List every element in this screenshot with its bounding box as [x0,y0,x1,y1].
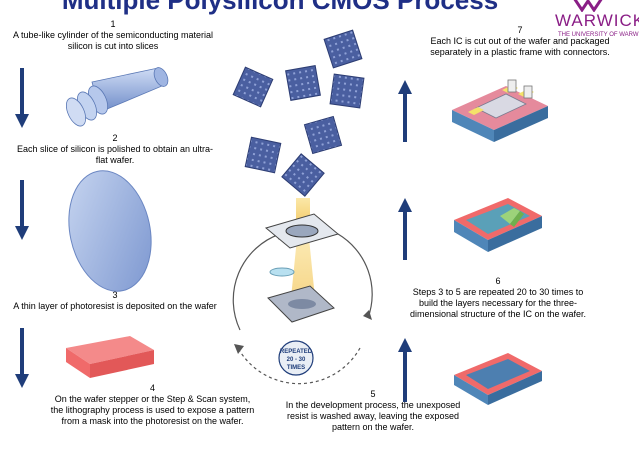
up-arrow-icon [398,80,412,142]
layered-structure-illustration [454,198,542,252]
step-number: 5 [370,389,376,399]
step-4-text: 4 On the wafer stepper or the Step & Sca… [50,383,255,427]
down-arrow-icon [15,328,29,388]
logo-subtitle: THE UNIVERSITY OF WARWICK [558,32,639,38]
step-description: A tube-like cylinder of the semiconducti… [12,30,214,51]
step-description: On the wafer stepper or the Step & Scan … [50,394,255,426]
step-number: 2 [112,133,118,143]
step-description: Steps 3 to 5 are repeated 20 to 30 times… [409,287,587,319]
step-number: 3 [112,290,118,300]
repeated-badge-line2: 20 - 30 [287,357,306,363]
polished-wafer-illustration [68,170,152,292]
repeated-badge-line1: REPEATED [280,349,313,355]
up-arrow-icon [398,338,412,402]
repeated-badge: REPEATED 20 - 30 TIMES [278,340,314,376]
step-number: 6 [495,276,501,286]
step-description: In the development process, the unexpose… [285,400,461,432]
scattered-ic-dies-illustration [232,29,365,197]
down-arrow-icon [15,180,29,240]
step-3-text: 3 A thin layer of photoresist is deposit… [10,290,220,312]
silicon-ingot-slices-illustration [65,67,169,127]
step-description: Each slice of silicon is polished to obt… [16,144,214,165]
up-arrow-icon [398,198,412,260]
packaged-ic-illustration [452,79,548,142]
step-5-text: 5 In the development process, the unexpo… [278,389,468,433]
step-description: A thin layer of photoresist is deposited… [13,301,217,311]
step-description: Each IC is cut out of the wafer and pack… [430,36,610,57]
step-number: 7 [517,25,523,35]
logo-wordmark: WARWICK [555,11,639,30]
step-1-text: 1 A tube-like cylinder of the semiconduc… [8,19,218,52]
page-title: Multiple Polysilicon CMOS Process [61,0,499,15]
step-2-text: 2 Each slice of silicon is polished to o… [15,133,215,166]
lithography-cycle-illustration: REPEATED 20 - 30 TIMES [232,198,373,385]
step-7-text: 7 Each IC is cut out of the wafer and pa… [410,25,630,58]
down-arrow-icon [15,68,29,128]
step-number: 1 [110,19,116,29]
repeated-badge-line3: TIMES [287,365,305,371]
photoresist-wafer-block-illustration [66,336,154,378]
warwick-logo: WARWICK THE UNIVERSITY OF WARWICK [554,0,639,50]
developed-pattern-illustration [454,353,542,405]
step-number: 4 [149,383,155,393]
step-6-text: 6 Steps 3 to 5 are repeated 20 to 30 tim… [408,276,588,320]
